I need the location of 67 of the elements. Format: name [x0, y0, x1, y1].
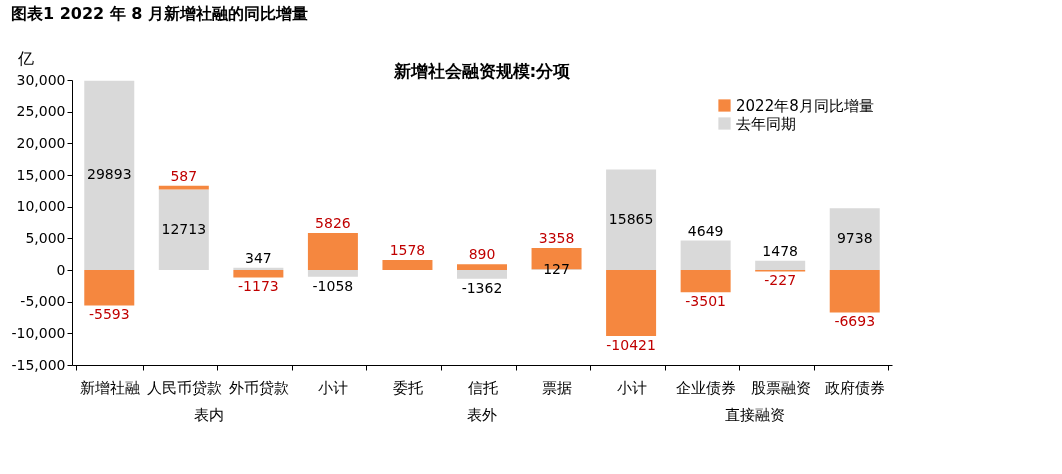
data-label: 890 — [468, 246, 496, 263]
bar — [457, 270, 507, 279]
data-label: 1478 — [762, 242, 798, 259]
x-tick-label: 委托 — [392, 378, 423, 397]
bar — [680, 270, 731, 293]
data-label: 587 — [170, 167, 198, 184]
y-tick-label: 15,000 — [16, 166, 66, 183]
bar — [457, 264, 507, 270]
bar — [84, 270, 135, 306]
y-tick-label: -5,000 — [20, 293, 66, 310]
x-tick-label: 小计 — [318, 378, 349, 397]
x-tick-label: 人民币贷款 — [146, 378, 222, 397]
bar — [382, 260, 433, 270]
data-label: 3358 — [538, 229, 575, 246]
chart-subtitle: 新增社会融资规模:分项 — [392, 61, 572, 81]
y-tick-label: 20,000 — [16, 134, 66, 151]
data-label: 1578 — [389, 242, 426, 259]
y-tick-label: 10,000 — [16, 198, 66, 215]
data-label: 9738 — [836, 230, 873, 247]
data-label: 127 — [543, 260, 570, 277]
y-tick-label: -15,000 — [11, 356, 66, 373]
bar — [233, 270, 284, 278]
data-label: -1362 — [461, 279, 503, 296]
bar — [829, 270, 880, 313]
bar — [606, 270, 657, 336]
bar — [829, 208, 880, 270]
chart-title: 图表1 2022 年 8 月新增社融的同比增量 — [10, 4, 309, 23]
text: 直接融资 — [725, 406, 786, 424]
y-axis-title: 亿 — [16, 48, 34, 68]
y-tick-label: 25,000 — [16, 103, 66, 120]
bar — [233, 267, 284, 270]
legend-label: 2022年8月同比增量 — [736, 96, 874, 115]
y-tick-label: -10,000 — [11, 324, 66, 341]
x-tick-label: 票据 — [542, 378, 573, 397]
x-tick-label: 企业债券 — [676, 378, 737, 397]
data-label: -3501 — [685, 293, 726, 310]
x-tick-label: 小计 — [616, 378, 647, 397]
y-tick-label: 5,000 — [25, 229, 66, 246]
data-label: 4649 — [687, 222, 724, 239]
data-label: -10421 — [606, 337, 656, 353]
x-tick-label: 外币贷款 — [228, 378, 289, 397]
x-tick-label: 股票融资 — [750, 378, 811, 397]
data-label: 12713 — [161, 220, 207, 237]
y-tick-label: 30,000 — [16, 71, 66, 88]
bar — [606, 169, 657, 270]
y-tick-label: 0 — [56, 261, 66, 278]
data-label: 15865 — [608, 210, 654, 227]
bar — [307, 233, 358, 270]
x-tick-label: 政府债券 — [825, 378, 886, 397]
data-label: 347 — [245, 249, 272, 266]
bar — [755, 260, 806, 270]
legend-label: 去年同期 — [736, 114, 796, 133]
bar — [158, 189, 209, 270]
x-tick-label: 信托 — [467, 378, 498, 397]
data-label: -1058 — [312, 277, 354, 294]
bar — [84, 80, 135, 270]
data-label: -1173 — [238, 278, 279, 295]
bar — [307, 270, 358, 277]
data-label: -6693 — [834, 313, 876, 330]
data-label: -227 — [764, 272, 797, 289]
data-label: 5826 — [315, 215, 351, 232]
text: 表内 — [193, 406, 224, 424]
x-tick-label: 新增社融 — [79, 378, 140, 397]
data-label: 29893 — [87, 166, 132, 183]
bar — [680, 240, 731, 270]
text: 表外 — [467, 406, 497, 424]
data-label: -5593 — [88, 306, 130, 323]
